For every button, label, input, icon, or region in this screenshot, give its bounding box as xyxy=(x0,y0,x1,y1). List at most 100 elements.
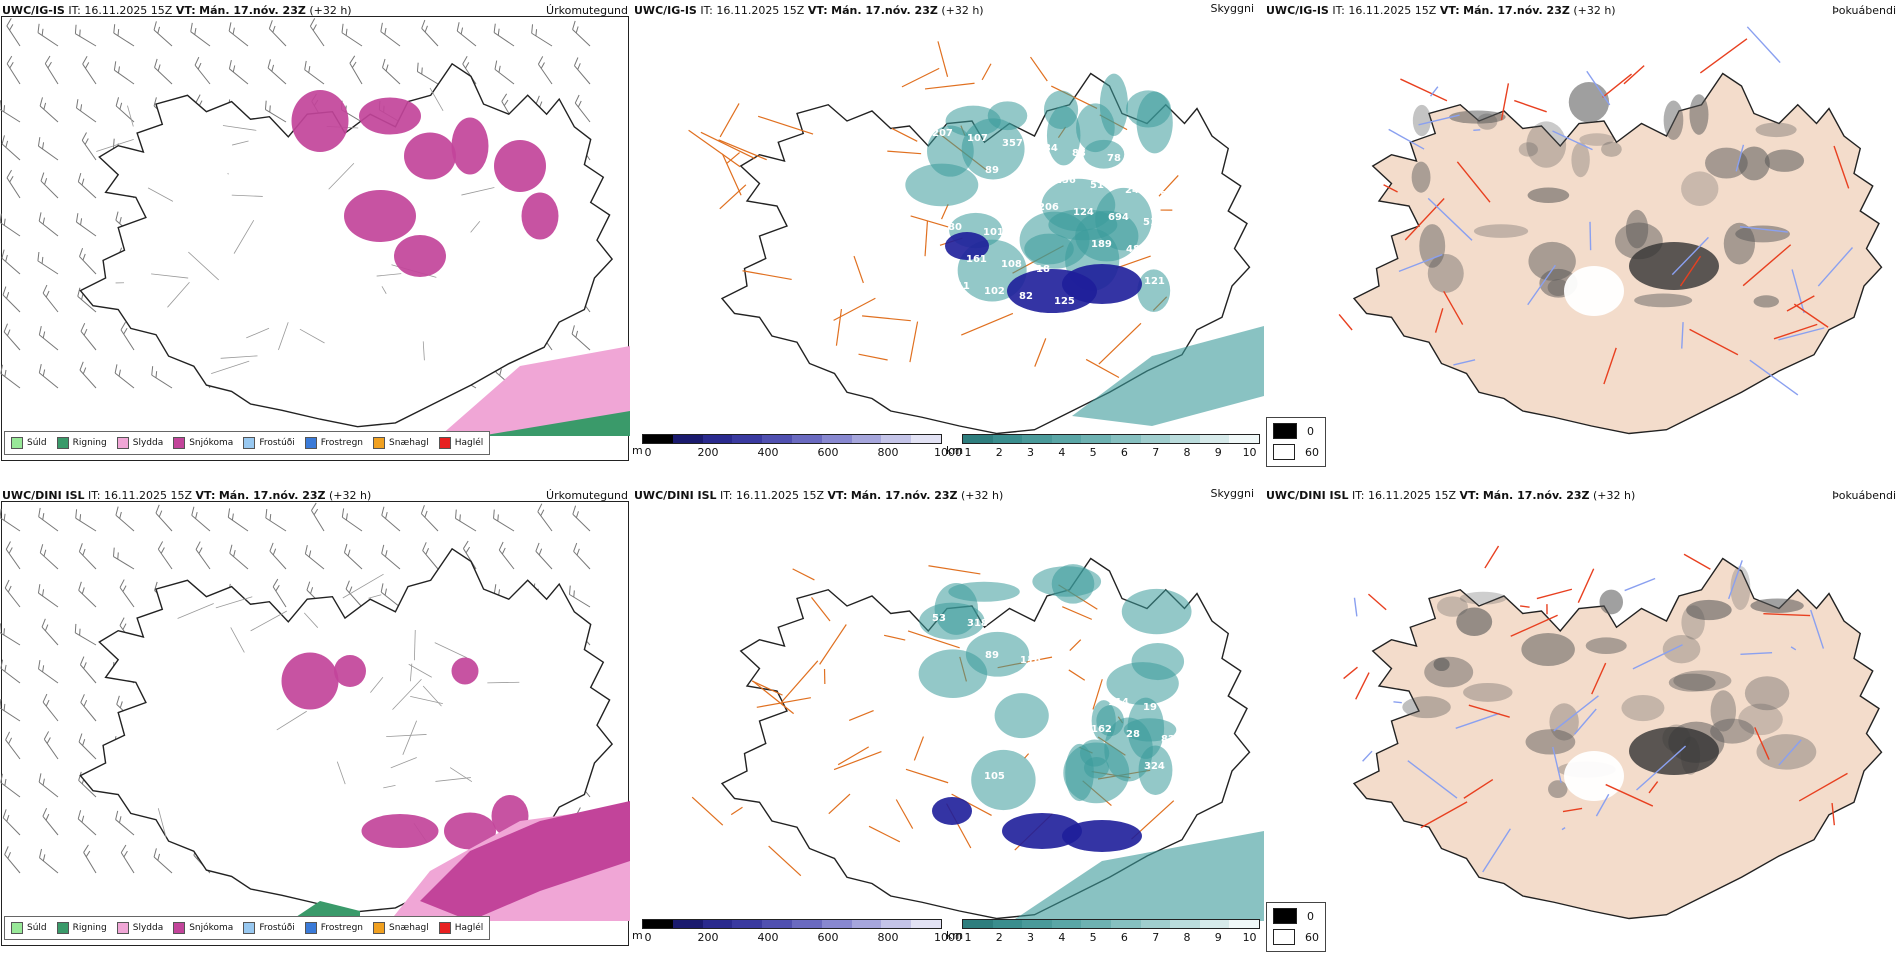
road-line xyxy=(982,64,991,80)
colorbar-segment xyxy=(762,435,792,443)
ceiling-value-label: 911 xyxy=(949,281,970,292)
fog-area xyxy=(1735,225,1790,242)
colorbar-tick: 1 xyxy=(964,931,971,944)
wind-barb xyxy=(36,849,63,873)
ceiling-value-label: 148 xyxy=(1161,249,1182,260)
precip-type-map xyxy=(0,16,630,461)
wind-barb xyxy=(82,845,103,873)
wind-barb xyxy=(536,56,558,84)
wind-barb xyxy=(573,95,597,122)
colorbar-tick: 2 xyxy=(996,931,1003,944)
road-line xyxy=(1747,27,1780,63)
road-line xyxy=(1031,57,1048,81)
fog-area xyxy=(1528,242,1575,281)
road-line xyxy=(720,103,739,137)
wind-barb xyxy=(0,287,25,312)
colorbar-tick: 3 xyxy=(1027,446,1034,459)
fog-legend-max: 60 xyxy=(1305,446,1319,459)
wind-barb xyxy=(497,542,520,569)
wind-barb xyxy=(77,248,102,274)
colorbar-tick: 800 xyxy=(878,446,899,459)
ceiling-value-label: 189 xyxy=(1091,239,1112,250)
wind-barb xyxy=(118,580,141,607)
fog-area xyxy=(1738,147,1770,181)
wind-barb xyxy=(153,505,178,531)
road-line xyxy=(722,154,741,195)
colorbar-segment xyxy=(1200,920,1230,928)
road-line xyxy=(902,68,939,86)
road-line xyxy=(1368,594,1386,610)
wind-barb xyxy=(0,100,24,122)
legend-swatch xyxy=(11,922,23,934)
road-line xyxy=(689,130,741,167)
road-line xyxy=(1624,66,1644,84)
snow-area xyxy=(282,653,339,710)
fog-area xyxy=(1621,695,1664,721)
wind-barb xyxy=(226,60,253,84)
ceiling-value-label: 18 xyxy=(1036,264,1050,275)
wind-barb xyxy=(0,250,25,274)
wind-barb xyxy=(151,848,177,873)
legend-item: Súld xyxy=(11,437,47,449)
wind-barb xyxy=(339,24,367,46)
ceiling-value-label: 516 xyxy=(1090,180,1111,191)
precip-type-panel: UWC/DINI ISL IT: 16.11.2025 15Z VT: Mán.… xyxy=(0,485,632,960)
fog-area xyxy=(1629,242,1719,290)
precip-type-panel: UWC/IG-IS IT: 16.11.2025 15Z VT: Mán. 17… xyxy=(0,0,632,475)
ceiling-value-label: 108 xyxy=(1001,259,1022,270)
visibility-area xyxy=(995,693,1049,738)
colorbar-tick: 7 xyxy=(1152,931,1159,944)
ceiling-value-label: 82 xyxy=(1161,734,1175,745)
legend-label: Haglél xyxy=(455,438,484,448)
wind-barb xyxy=(43,56,65,84)
wind-barb xyxy=(36,364,63,388)
fog-area xyxy=(1738,704,1783,735)
visibility-area xyxy=(1024,234,1074,265)
legend-label: Frostúði xyxy=(259,923,294,933)
no-fog-area xyxy=(1564,751,1624,801)
colorbar-tick: 9 xyxy=(1215,931,1222,944)
fog-legend: 0 60 xyxy=(1266,417,1326,467)
wind-barb xyxy=(492,61,519,84)
colorbar-segment xyxy=(881,435,911,443)
fog-area xyxy=(1750,599,1803,614)
wind-barb xyxy=(572,57,596,84)
fog-area xyxy=(1402,696,1450,718)
wind-barb xyxy=(72,25,100,46)
road-line xyxy=(343,574,384,598)
ceiling-value-label: 125 xyxy=(1054,296,1075,307)
ceiling-value-label: 86 xyxy=(1090,665,1104,676)
wind-barb xyxy=(271,579,293,607)
wind-barb xyxy=(35,137,62,160)
snow-area xyxy=(452,658,479,685)
colorbar-segment xyxy=(1022,435,1052,443)
legend-item: Snjókoma xyxy=(173,437,233,449)
legend-item: Súld xyxy=(11,922,47,934)
colorbar-segment xyxy=(1052,435,1082,443)
wind-barb xyxy=(72,509,100,531)
ceiling-visibility-panel: UWC/IG-IS IT: 16.11.2025 15Z VT: Mán. 17… xyxy=(632,0,1264,475)
wind-barb xyxy=(42,731,65,759)
colorbar-segment xyxy=(1081,920,1111,928)
colorbar-tick: 3 xyxy=(1027,931,1034,944)
wind-barb xyxy=(379,507,405,531)
visibility-area xyxy=(1063,742,1129,803)
colorbar-segment xyxy=(963,435,993,443)
wind-barb xyxy=(37,97,63,122)
ceiling-value-label: 101 xyxy=(983,227,1004,238)
ceiling-value-label: 19 xyxy=(1143,702,1157,713)
colorbar-segment xyxy=(1052,920,1082,928)
ceiling-value-label: 234 xyxy=(1037,143,1058,154)
wind-barb xyxy=(151,21,177,46)
panel-product-name: Skyggni xyxy=(1211,2,1254,15)
ceiling-value-label: 275 xyxy=(1038,687,1059,698)
colorbar-tick: 8 xyxy=(1183,446,1190,459)
colorbar-segment xyxy=(1141,920,1171,928)
ceiling-colorbar-gradient xyxy=(642,434,942,444)
legend-swatch xyxy=(373,437,385,449)
legend-label: Slydda xyxy=(133,923,163,933)
colorbar-segment xyxy=(1170,435,1200,443)
legend-item: Rigning xyxy=(57,922,107,934)
fog-legend-black-swatch xyxy=(1273,423,1297,439)
